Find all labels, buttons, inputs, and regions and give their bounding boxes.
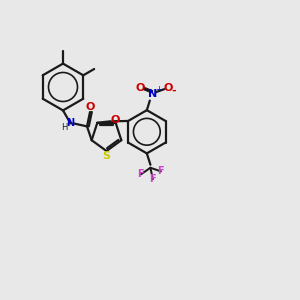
Text: +: + xyxy=(155,85,162,94)
Text: F: F xyxy=(149,174,156,184)
Text: O: O xyxy=(85,102,95,112)
Text: N: N xyxy=(148,89,158,99)
Text: -: - xyxy=(172,86,176,96)
Text: O: O xyxy=(136,83,145,93)
Text: O: O xyxy=(164,83,173,93)
Text: F: F xyxy=(158,167,164,176)
Text: N: N xyxy=(66,118,75,128)
Text: F: F xyxy=(137,169,144,179)
Text: S: S xyxy=(103,152,110,161)
Text: H: H xyxy=(61,123,67,132)
Text: O: O xyxy=(110,115,120,125)
